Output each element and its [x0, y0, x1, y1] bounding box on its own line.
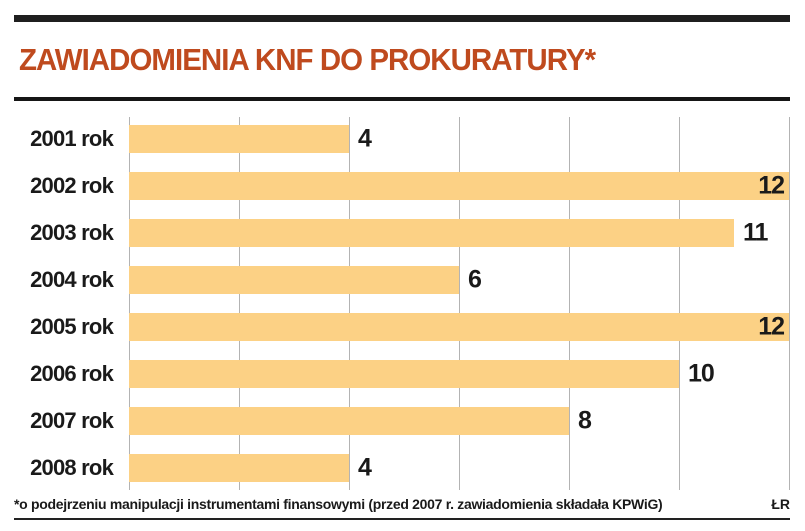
category-label: 2002 rok: [30, 172, 114, 198]
category-label: 2007 rok: [30, 408, 114, 434]
category-label: 2005 rok: [30, 314, 114, 340]
title-divider: [14, 97, 790, 101]
gridline: [459, 117, 460, 490]
bar-track: 4: [129, 453, 789, 483]
category-label: 2008 rok: [30, 455, 114, 481]
gridline: [679, 117, 680, 490]
bar: [129, 218, 734, 247]
value-label: 6: [468, 265, 482, 294]
gridline: [239, 117, 240, 490]
chart-row: 2001 rok 4: [0, 115, 805, 162]
chart-row: 2003 rok 11: [0, 209, 805, 256]
bar: 12: [129, 171, 789, 200]
bar-track: 4: [129, 124, 789, 153]
bar-track: 12: [129, 171, 789, 200]
bar: [129, 124, 349, 153]
bar-track: 8: [129, 406, 789, 436]
category-label: 2006 rok: [30, 361, 114, 387]
chart-row: 2002 rok 12: [0, 162, 805, 209]
bar: [129, 454, 349, 483]
chart-row: 2008 rok 4: [0, 445, 805, 492]
bar: [129, 407, 569, 436]
chart-rows: 2001 rok 4 2002 rok 12 2003 rok 11 2004 rok 6 20…: [0, 115, 805, 492]
author-credit: ŁR: [771, 496, 790, 512]
gridline: [349, 117, 350, 490]
gridline: [569, 117, 570, 490]
footnote-text: *o podejrzeniu manipulacji instrumentami…: [14, 496, 663, 512]
chart-row: 2006 rok 10: [0, 351, 805, 398]
value-label: 12: [758, 312, 785, 341]
gridline: [789, 117, 790, 490]
footer: *o podejrzeniu manipulacji instrumentami…: [14, 496, 790, 512]
chart-row: 2007 rok 8: [0, 398, 805, 445]
bottom-divider: [14, 518, 790, 520]
category-label: 2004 rok: [30, 266, 114, 292]
bar-track: 11: [129, 218, 789, 247]
gridline: [129, 117, 130, 490]
bar-track: 10: [129, 359, 789, 389]
gridlines: [129, 117, 790, 490]
bar: [129, 265, 459, 294]
value-label: 10: [688, 359, 715, 388]
bar: [129, 360, 679, 389]
bar-chart: 2001 rok 4 2002 rok 12 2003 rok 11 2004 rok 6 20…: [0, 115, 805, 492]
value-label: 11: [743, 218, 768, 247]
chart-title: ZAWIADOMIENIA KNF DO PROKURATURY*: [19, 42, 596, 77]
top-rule: [14, 15, 790, 22]
chart-row: 2005 rok 12: [0, 304, 805, 351]
value-label: 8: [578, 406, 592, 435]
bar: 12: [129, 312, 789, 342]
value-label: 4: [358, 124, 372, 153]
chart-row: 2004 rok 6: [0, 256, 805, 303]
value-label: 12: [758, 171, 785, 200]
bar-track: 6: [129, 265, 789, 294]
category-label: 2003 rok: [30, 219, 114, 245]
category-label: 2001 rok: [30, 125, 114, 151]
value-label: 4: [358, 453, 372, 482]
bar-track: 12: [129, 312, 789, 342]
